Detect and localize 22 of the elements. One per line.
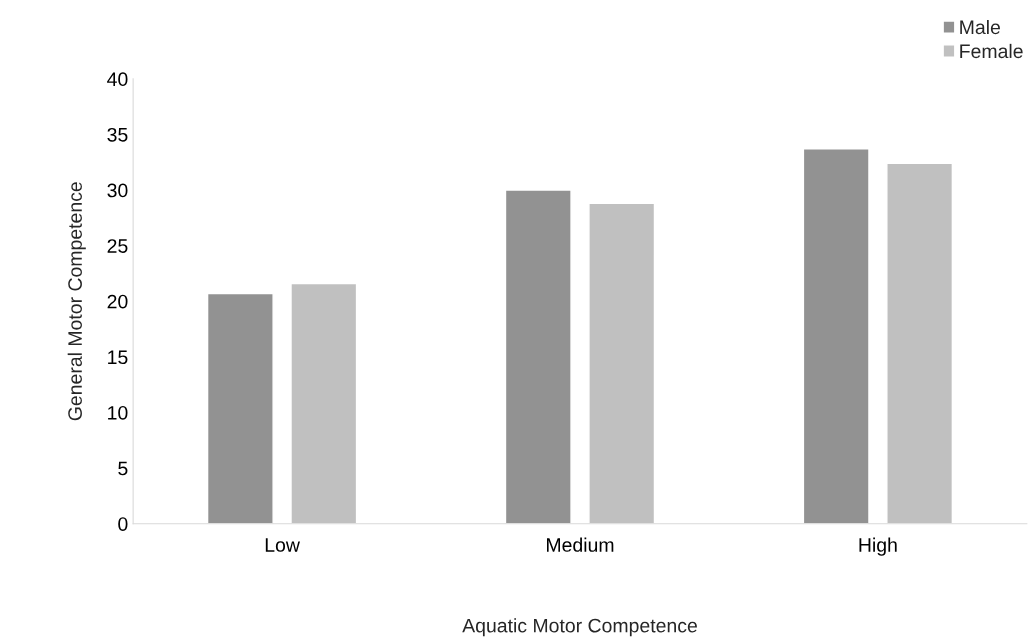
y-tick-label: 20: [107, 294, 128, 309]
y-axis-title: General Motor Competence: [67, 182, 86, 421]
bar: [886, 162, 954, 524]
bar: [290, 282, 358, 524]
x-axis-title: Aquatic Motor Competence: [462, 618, 697, 637]
y-tick-label: 5: [118, 461, 128, 476]
y-tick-label: 40: [107, 72, 128, 87]
x-tick-label: Medium: [547, 537, 614, 552]
bar: [206, 292, 274, 524]
bar: [504, 189, 572, 524]
y-tick-label: 25: [107, 239, 128, 253]
legend-label: Female: [960, 43, 1023, 59]
y-tick-label: 35: [107, 127, 128, 142]
legend-label: Male: [960, 19, 1000, 35]
y-tick-label: 0: [118, 517, 128, 531]
y-tick-label: 15: [108, 350, 128, 365]
bar: [588, 202, 656, 524]
x-tick-label: Low: [265, 538, 300, 552]
bar: [802, 148, 870, 524]
y-tick-label: 30: [107, 183, 128, 198]
x-tick-label: High: [859, 537, 897, 556]
y-tick-label: 10: [108, 405, 128, 420]
